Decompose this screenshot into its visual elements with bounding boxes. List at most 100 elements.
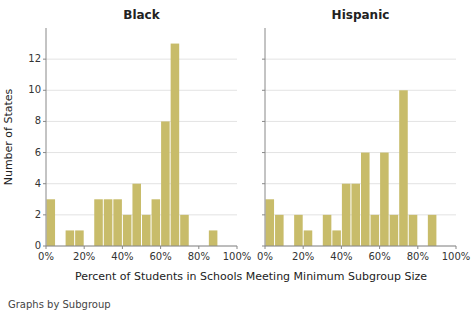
grid-line <box>265 59 456 60</box>
bar <box>104 199 113 246</box>
x-tick-label: 20% <box>292 251 314 262</box>
y-tick-label: 10 <box>28 84 41 95</box>
y-tick <box>43 183 46 184</box>
x-tick-label: 60% <box>149 251 171 262</box>
bar <box>123 215 132 246</box>
y-tick <box>43 121 46 122</box>
y-tick <box>262 183 265 184</box>
bar <box>94 199 103 246</box>
y-axis-line <box>265 28 266 246</box>
y-tick <box>43 90 46 91</box>
x-tick <box>237 246 238 249</box>
caption: Graphs by Subgroup <box>8 299 111 310</box>
bar <box>209 230 218 246</box>
y-tick <box>43 214 46 215</box>
bar <box>399 90 408 246</box>
x-tick-label: 0% <box>38 251 54 262</box>
y-axis-line <box>46 28 47 246</box>
x-tick-label: 0% <box>257 251 273 262</box>
x-tick <box>417 246 418 249</box>
x-tick <box>160 246 161 249</box>
x-tick-label: 60% <box>368 251 390 262</box>
bar <box>371 215 380 246</box>
y-tick <box>262 90 265 91</box>
x-tick-label: 20% <box>73 251 95 262</box>
x-tick <box>456 246 457 249</box>
bar <box>47 199 56 246</box>
panel-title: Hispanic <box>332 8 390 22</box>
grid-line <box>46 90 237 91</box>
grid-line <box>265 121 456 122</box>
y-tick <box>262 214 265 215</box>
x-axis-label: Percent of Students in Schools Meeting M… <box>75 270 427 283</box>
grid-line <box>265 183 456 184</box>
bar <box>323 215 332 246</box>
x-tick <box>341 246 342 249</box>
grid-line <box>46 183 237 184</box>
bar <box>113 199 122 246</box>
panel: 0% 20% 40% 60% 80% 100% Hispanic <box>257 8 470 262</box>
grid-line <box>265 214 456 215</box>
x-tick-label: 40% <box>330 251 352 262</box>
y-tick <box>262 121 265 122</box>
bar <box>142 215 151 246</box>
bar <box>409 215 418 246</box>
bar <box>275 215 284 246</box>
bars <box>47 44 218 246</box>
y-tick-label: 2 <box>35 209 41 220</box>
bar <box>66 230 75 246</box>
grid-line <box>46 214 237 215</box>
y-tick <box>262 59 265 60</box>
grid-line <box>265 152 456 153</box>
x-tick <box>122 246 123 249</box>
y-axis-label: Number of States <box>2 88 15 185</box>
y-tick <box>43 59 46 60</box>
bar <box>380 153 389 246</box>
panel-title: Black <box>123 8 160 22</box>
grid-line <box>46 246 237 247</box>
x-tick-label: 100% <box>223 251 252 262</box>
bar <box>152 199 161 246</box>
bar <box>342 184 351 246</box>
x-tick-label: 80% <box>407 251 429 262</box>
bar <box>161 121 170 246</box>
y-tick <box>262 152 265 153</box>
bar <box>171 44 180 246</box>
y-tick-label: 6 <box>35 147 41 158</box>
x-axis-line <box>46 246 237 247</box>
bar <box>332 230 341 246</box>
bar <box>390 215 399 246</box>
y-tick-label: 8 <box>35 115 41 126</box>
bar <box>428 215 437 246</box>
panel: 0 2 4 6 8 10 12 0% 20% 40% 60% 80% 100% Black <box>28 8 251 262</box>
bar <box>351 184 360 246</box>
x-tick <box>198 246 199 249</box>
bar <box>180 215 189 246</box>
x-tick-label: 80% <box>188 251 210 262</box>
bar <box>294 215 303 246</box>
bar <box>361 153 370 246</box>
y-tick <box>43 152 46 153</box>
grid-line <box>265 246 456 247</box>
x-tick-label: 100% <box>442 251 471 262</box>
y-tick-label: 4 <box>35 178 41 189</box>
x-tick <box>265 246 266 249</box>
x-tick <box>46 246 47 249</box>
x-axis-line <box>265 246 456 247</box>
grid-line <box>46 59 237 60</box>
bar <box>132 184 141 246</box>
bar <box>266 199 275 246</box>
chart-root: 0 2 4 6 8 10 12 0% 20% 40% 60% 80% 100% Black Number o… <box>0 0 474 316</box>
grid-line <box>265 90 456 91</box>
bar <box>75 230 84 246</box>
x-tick <box>379 246 380 249</box>
grid-line <box>46 152 237 153</box>
bar <box>304 230 313 246</box>
x-tick-label: 40% <box>111 251 133 262</box>
x-tick <box>303 246 304 249</box>
grid-line <box>46 121 237 122</box>
y-tick-label: 12 <box>28 53 41 64</box>
bars <box>266 90 437 246</box>
x-tick <box>84 246 85 249</box>
y-tick-label: 0 <box>35 240 41 251</box>
